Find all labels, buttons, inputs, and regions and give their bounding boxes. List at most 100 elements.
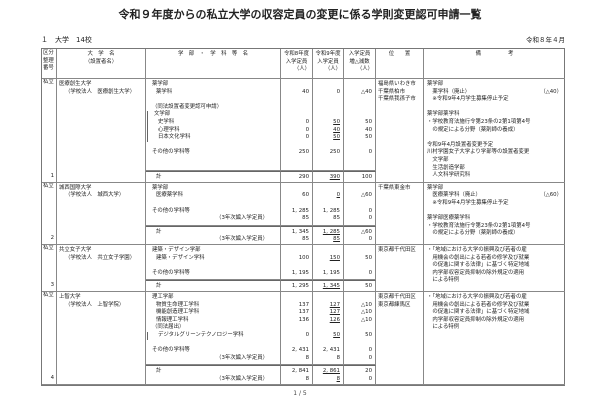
diff-value: △10 bbox=[360, 301, 372, 308]
dept-section-department: 薬学部 薬学科 （同法設置者変更認可申請） 文学部 史学科 心理学科 日本文化学科 その他の学… bbox=[146, 79, 281, 172]
r9-value: 50 bbox=[333, 134, 340, 141]
category-cell: 私立 3 bbox=[42, 245, 57, 292]
header-notes: 備 考 bbox=[424, 49, 565, 79]
page-number: 1 / 5 bbox=[293, 389, 307, 397]
row-number: 2 bbox=[50, 235, 54, 242]
diff-value bbox=[344, 340, 375, 348]
application-table: 区分 整理 番号大 学 名（設置者名）学 部 ・ 学 科 等 名令和8年度 入学定員（… bbox=[41, 48, 565, 386]
diff-value: 50 bbox=[365, 331, 372, 338]
row-number: 3 bbox=[50, 282, 54, 289]
total-section-diff: 100 bbox=[344, 171, 376, 183]
department-line: 文学部 bbox=[147, 111, 280, 119]
department-line bbox=[146, 96, 280, 104]
r9-value: 1, 285 bbox=[322, 228, 340, 235]
university-name: 上智大学 bbox=[59, 294, 81, 300]
document-date: 令和８年４月 bbox=[526, 36, 565, 44]
note-line: 用機会の創出による若者の修学及び就業 bbox=[427, 254, 530, 261]
header-text: （設置者名） bbox=[84, 58, 118, 65]
r9-value bbox=[313, 200, 343, 208]
r8-value: 8 bbox=[305, 354, 309, 361]
diff-value bbox=[344, 104, 375, 112]
total-section-diff: 50 bbox=[344, 280, 376, 292]
note-line: ・「地域における大学の振興及び若者の雇 bbox=[427, 247, 527, 253]
diff-value bbox=[344, 200, 375, 208]
diff-value: 0 bbox=[368, 354, 372, 361]
r9-value: 1, 285 bbox=[322, 207, 340, 214]
r8-value: 40 bbox=[302, 88, 309, 95]
notes-cell: ・「地域における大学の振興及び若者の雇 用機会の創出による若者の修学及び就業 の… bbox=[424, 292, 565, 385]
total-section-r8: 290 bbox=[281, 171, 313, 183]
diff-value: 50 bbox=[365, 118, 372, 125]
location-line: 東京都千代田区 bbox=[378, 247, 416, 253]
r9-value: 8 bbox=[336, 375, 340, 382]
department-line: （3年次編入学定員） bbox=[216, 375, 268, 382]
department-line: 薬学科 bbox=[156, 88, 173, 95]
note-line: の促進に関する法律」に基づく特定地域 bbox=[427, 309, 530, 316]
diff-value bbox=[344, 185, 375, 193]
r8-value bbox=[281, 340, 312, 348]
department-line: その他の学科等 bbox=[152, 207, 190, 214]
department-line: （同法届出） bbox=[152, 324, 185, 331]
note-line: 薬学科（廃止） （△40） bbox=[427, 89, 562, 97]
note-line bbox=[427, 134, 562, 142]
diff-value: △60 bbox=[360, 192, 372, 199]
department-line: 建築・デザイン学部 bbox=[152, 247, 201, 253]
header-text: 学 部 ・ 学 科 等 名 bbox=[177, 51, 249, 57]
header-text: 番号 bbox=[43, 65, 54, 72]
diff-value: 50 bbox=[365, 254, 372, 261]
category-cell: 私立 4 bbox=[42, 292, 57, 385]
r8-value bbox=[281, 81, 312, 89]
r8-value bbox=[281, 142, 312, 150]
category-label: 私立 bbox=[43, 182, 54, 189]
note-text: 薬学科（廃止） bbox=[427, 88, 471, 95]
r9-value: 8 bbox=[336, 354, 340, 361]
department-line: 日本文化学科 bbox=[147, 134, 280, 142]
dept-section-diff: △10 △10 △10 50 0 0 bbox=[344, 292, 376, 366]
notes-cell: 薬学部 医療薬学科（廃止） （△60） ※令和9年4月学生募集停止予定 薬学部医療薬… bbox=[424, 183, 565, 245]
r9-value: 2, 861 bbox=[322, 368, 340, 375]
note-line: 薬学部医療薬学科 bbox=[427, 215, 471, 222]
founder-name: （学校法人 共立女子学園） bbox=[65, 254, 136, 261]
diff-value bbox=[344, 111, 375, 119]
r9-value bbox=[313, 96, 343, 104]
location-line: 東京都練馬区 bbox=[378, 301, 411, 308]
note-text: 医療薬学科（廃止） bbox=[427, 192, 481, 199]
university-cell: 医療創生大学 （学校法人 医療創生大学） bbox=[57, 79, 146, 183]
diff-value: △10 bbox=[360, 316, 372, 323]
r8-value bbox=[281, 294, 312, 302]
department-line: 理工学部 bbox=[152, 294, 174, 300]
r8-value: 290 bbox=[298, 174, 309, 181]
founder-name: （学校法人 医療創生大学） bbox=[65, 88, 136, 95]
r8-value: 0 bbox=[305, 126, 309, 133]
r9-value bbox=[313, 81, 343, 89]
location-line: 千葉県柏市 bbox=[378, 88, 405, 95]
total-section-r9: 1, 285 85 bbox=[313, 225, 344, 245]
r9-value: 40 bbox=[333, 126, 340, 133]
total-section-department: 計 （3年次編入学定員） bbox=[146, 365, 281, 385]
founder-name: （学校法人 上智学院） bbox=[65, 301, 125, 308]
department-line: 情報理工学科 bbox=[156, 316, 189, 323]
university-cell: 共立女子大学 （学校法人 共立女子学園） bbox=[57, 245, 146, 292]
header-university: 大 学 名（設置者名） bbox=[57, 49, 146, 79]
r8-value bbox=[281, 185, 312, 193]
header-text: 大 学 名 bbox=[87, 51, 115, 57]
header-text: 入学定員 bbox=[348, 51, 371, 57]
department-line: その他の学科等 bbox=[152, 347, 190, 354]
header-text: 入学定員 bbox=[317, 58, 339, 65]
note-line: ※令和9年4月学生募集停止予定 bbox=[427, 96, 509, 103]
note-line: ※令和9年4月学生募集停止予定 bbox=[427, 199, 509, 206]
department-line bbox=[146, 200, 280, 208]
r9-value: 126 bbox=[329, 316, 340, 323]
diff-value: 50 bbox=[365, 283, 372, 290]
total-section-r8: 1, 295 bbox=[281, 280, 313, 292]
founder-name: （学校法人 城西大学） bbox=[65, 192, 125, 199]
dept-section-diff: 50 0 bbox=[344, 245, 376, 281]
category-label: 私立 bbox=[43, 292, 54, 298]
department-line: （3年次編入学定員） bbox=[216, 236, 268, 243]
diff-value: 0 bbox=[368, 375, 372, 382]
r9-value: 1, 345 bbox=[322, 283, 340, 290]
r9-value: 85 bbox=[333, 236, 340, 243]
dept-section-r9: 0 1, 285 85 bbox=[313, 182, 344, 226]
note-line: 生活創造学部 bbox=[427, 164, 465, 171]
r9-value: 50 bbox=[333, 118, 340, 125]
